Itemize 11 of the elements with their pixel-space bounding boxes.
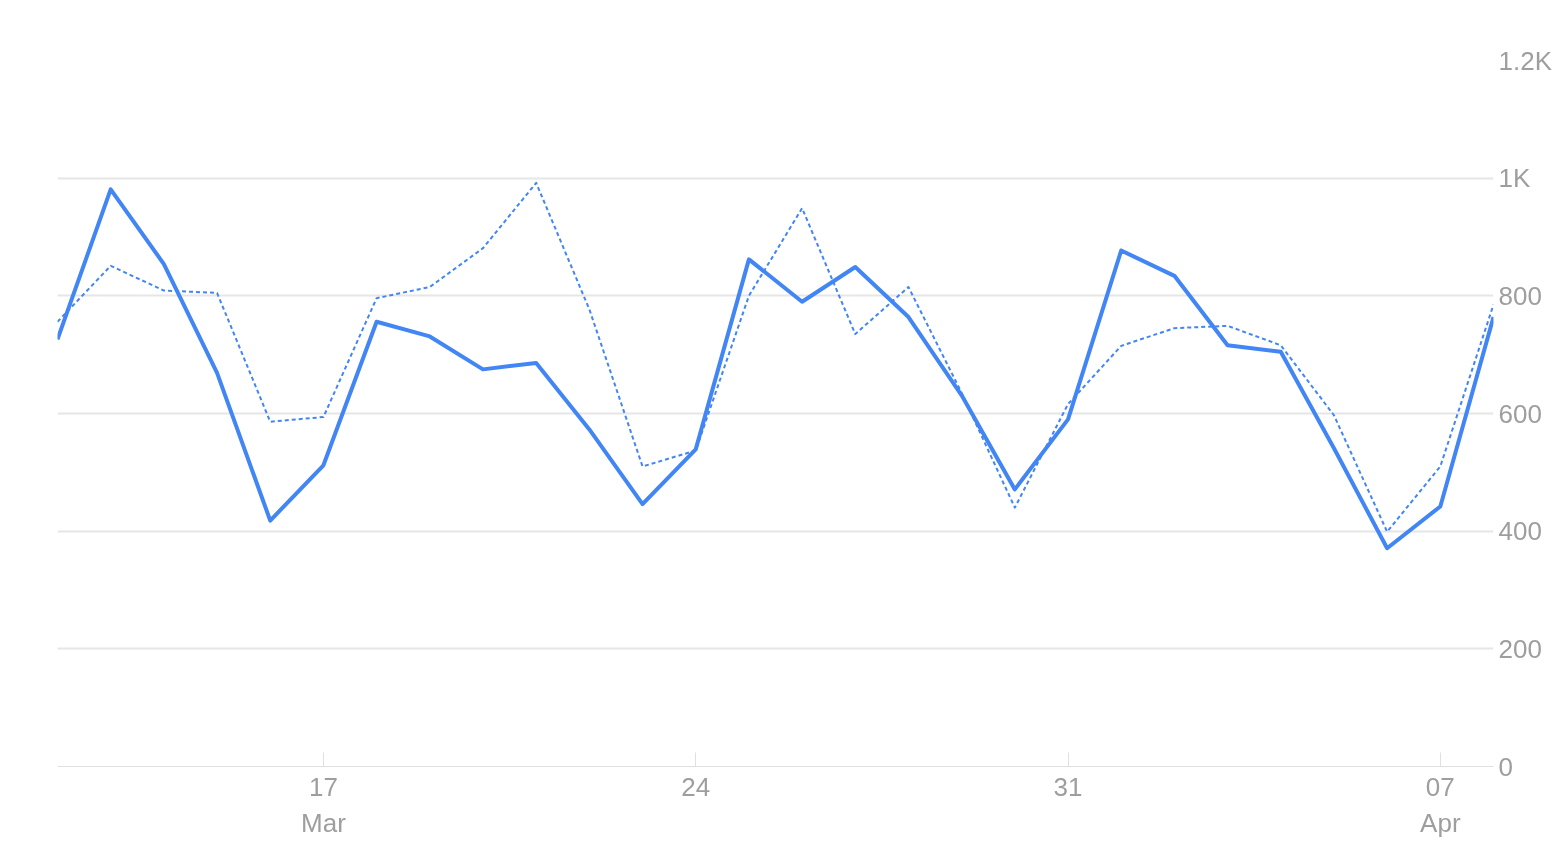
x-tick-label: 24 [681,771,711,802]
y-tick-label: 0 [1498,751,1513,782]
y-tick-label: 800 [1498,280,1542,311]
y-tick-label: 1K [1498,163,1531,194]
y-tick-label: 1.2K [1498,45,1553,76]
x-tick-label: 17 Mar [301,771,347,838]
y-tick-label: 200 [1498,633,1542,664]
x-tick-label: 31 [1053,771,1083,802]
y-tick-label: 400 [1498,516,1542,547]
y-tick-label: 600 [1498,398,1542,429]
x-tick-label: 07 Apr [1420,771,1461,838]
